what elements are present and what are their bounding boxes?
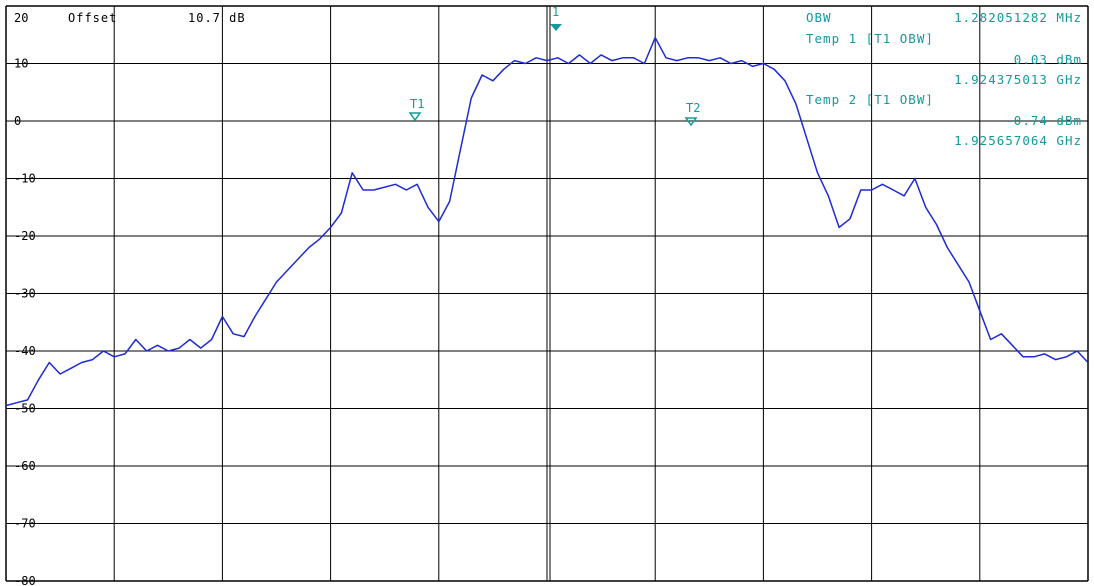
temp1-level: 0.03 dBm (1014, 52, 1082, 67)
marker-1-icon (550, 24, 562, 31)
y-tick-label: -50 (14, 402, 36, 416)
y-tick-label: -60 (14, 459, 36, 473)
y-tick-label: -20 (14, 229, 36, 243)
trace-layer (5, 36, 1089, 407)
y-tick-label: -80 (14, 574, 36, 586)
temp1-freq: 1.924375013 GHz (954, 72, 1082, 87)
y-tick-label: 0 (14, 114, 21, 128)
temp1-label: Temp 1 [T1 OBW] (806, 31, 934, 46)
temp2-freq: 1.925657064 GHz (954, 133, 1082, 148)
marker-t1-icon (408, 112, 422, 122)
marker-t1-label: T1 (410, 97, 424, 111)
series-line-0 (5, 36, 1089, 407)
y-tick-label: -10 (14, 172, 36, 186)
marker-t2-label: T2 (686, 101, 700, 115)
marker-t2-icon (684, 117, 698, 127)
grid (5, 5, 1089, 582)
marker-1-label: 1 (552, 5, 559, 19)
y-tick-label: -30 (14, 287, 36, 301)
offset-value: 10.7 dB (188, 11, 246, 25)
obw-label: OBW (806, 10, 832, 25)
y-tick-label: -40 (14, 344, 36, 358)
y-tick-label: 10 (14, 57, 28, 71)
obw-value: 1.282051282 MHz (954, 10, 1082, 25)
offset-label: Offset (68, 11, 117, 25)
temp2-level: -0.74 dBm (1005, 113, 1082, 128)
y-axis-labels: 10 0 -10 -20 -30 -40 -50 -60 -70 -80 (14, 57, 36, 586)
temp2-label: Temp 2 [T1 OBW] (806, 92, 934, 107)
ref-level-label: 20 (14, 11, 28, 25)
y-tick-label: -70 (14, 517, 36, 531)
